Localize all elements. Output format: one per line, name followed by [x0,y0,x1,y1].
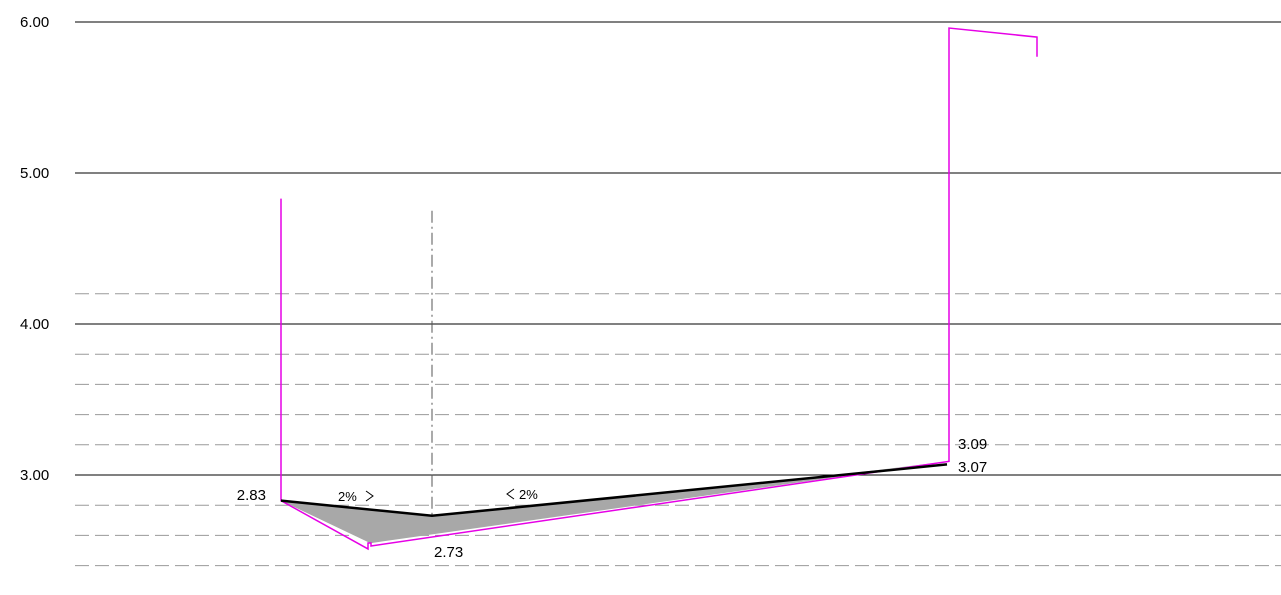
elevation-label-left: 2.83 [237,487,266,504]
boundary-profile [280,27,1038,551]
finished-surface-line [280,463,948,518]
slope-arrow-right-icon [365,490,374,502]
elevation-label-right-lower: 3.07 [958,459,987,476]
elevation-axis-label: 6.00 [20,14,49,31]
elevation-axis-label: 5.00 [20,165,49,182]
major-gridlines [75,21,1281,476]
elevation-axis-label: 3.00 [20,467,49,484]
slope-label-right: 2% [506,487,538,502]
svg-text:2%: 2% [519,487,538,502]
elevation-axis-label: 4.00 [20,316,49,333]
svg-text:2%: 2% [338,489,357,504]
elevation-label-center: 2.73 [434,544,463,561]
elevation-axis-labels: 6.00 5.00 4.00 3.00 [20,14,49,484]
elevation-label-right-upper: 3.09 [958,436,987,453]
minor-gridlines [75,293,1281,567]
slope-arrow-left-icon [506,488,515,500]
slope-label-left: 2% [338,489,374,504]
